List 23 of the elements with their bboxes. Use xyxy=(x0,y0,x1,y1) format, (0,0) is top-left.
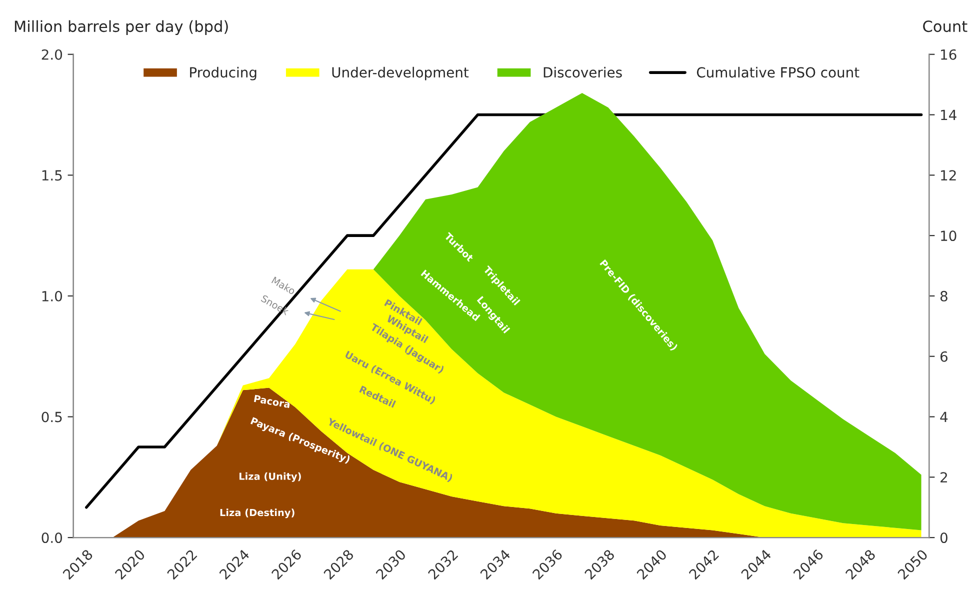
annotation: Pacora xyxy=(254,394,290,408)
y-tick-label: 0.5 xyxy=(42,412,62,422)
legend-label: Discoveries xyxy=(544,66,622,78)
y2-tick-label: 8 xyxy=(940,290,948,302)
legend-label: Cumulative FPSO count xyxy=(696,66,860,78)
y2-tick-label: 12 xyxy=(941,170,956,180)
y-tick-label: 0.0 xyxy=(42,532,62,544)
legend-label: Producing xyxy=(190,66,256,80)
annotation: Liza (Destiny) xyxy=(220,508,294,518)
y2-axis-title: Count xyxy=(923,20,968,32)
y2-tick-label: 16 xyxy=(941,49,956,60)
y-tick-label: 1.0 xyxy=(42,290,62,302)
y2-tick-label: 6 xyxy=(940,351,948,362)
y2-tick-label: 0 xyxy=(940,532,948,544)
y-tick-label: 2.0 xyxy=(42,49,62,60)
y-axis-title: Million barrels per day (bpd) xyxy=(14,20,228,36)
y-tick-label: 1.5 xyxy=(42,170,62,181)
legend-label: Under-development xyxy=(332,66,469,80)
y2-tick-label: 4 xyxy=(940,412,948,422)
y2-tick-label: 2 xyxy=(940,472,947,482)
annotation: Liza (Unity) xyxy=(239,472,301,482)
y2-tick-label: 14 xyxy=(941,110,956,120)
y2-tick-label: 10 xyxy=(941,230,956,242)
